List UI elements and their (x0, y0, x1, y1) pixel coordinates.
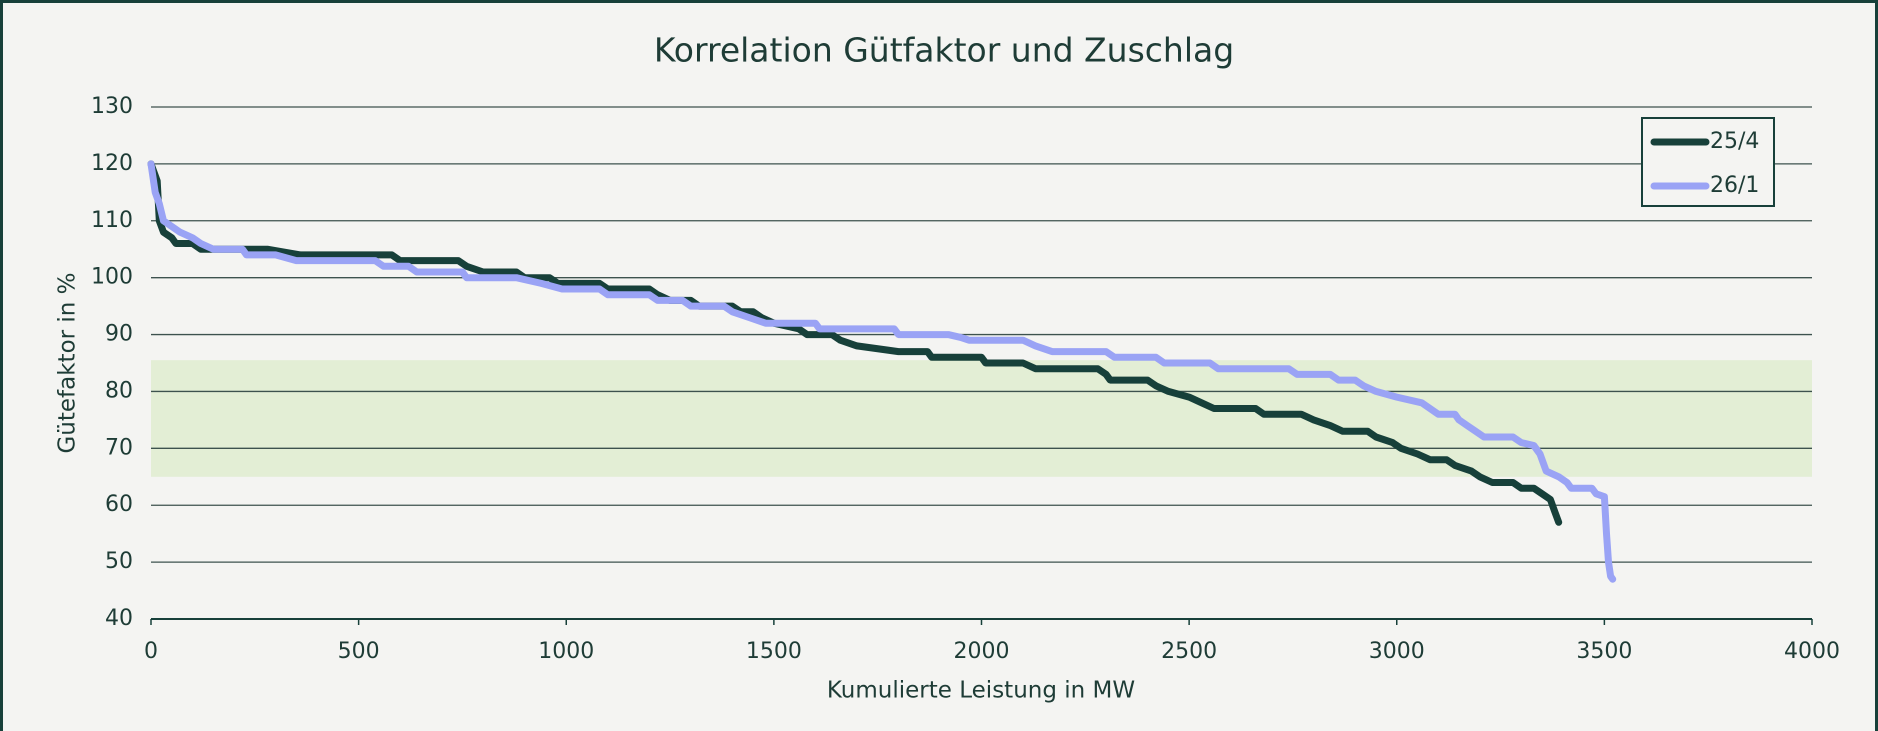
x-tick-label: 4000 (1784, 639, 1840, 664)
x-tick-label: 500 (338, 639, 380, 664)
x-tick-label: 3500 (1576, 639, 1632, 664)
y-tick-label: 70 (105, 435, 133, 460)
x-tick-label: 3000 (1369, 639, 1425, 664)
highlight-band (151, 360, 1812, 477)
y-tick-label: 90 (105, 322, 133, 347)
chart-title: Korrelation Gütfaktor und Zuschlag (654, 31, 1234, 70)
y-tick-label: 130 (91, 94, 133, 119)
y-tick-label: 80 (105, 378, 133, 403)
y-tick-label: 110 (91, 208, 133, 233)
y-tick-label: 40 (105, 606, 133, 631)
legend-label: 26/1 (1710, 173, 1759, 198)
x-axis-label: Kumulierte Leistung in MW (827, 678, 1135, 704)
y-tick-label: 50 (105, 549, 133, 574)
x-tick-label: 2000 (954, 639, 1010, 664)
x-tick-label: 1500 (746, 639, 802, 664)
y-axis-label: Gütefaktor in % (55, 272, 81, 453)
x-tick-label: 1000 (538, 639, 594, 664)
series-line (147, 160, 1617, 583)
y-tick-label: 60 (105, 492, 133, 517)
legend-box (1641, 117, 1775, 207)
y-tick-label: 120 (91, 151, 133, 176)
y-tick-label: 100 (91, 265, 133, 290)
x-tick-label: 2500 (1161, 639, 1217, 664)
legend-label: 25/4 (1710, 129, 1759, 154)
series-line (147, 160, 1563, 526)
x-tick-label: 0 (144, 639, 158, 664)
